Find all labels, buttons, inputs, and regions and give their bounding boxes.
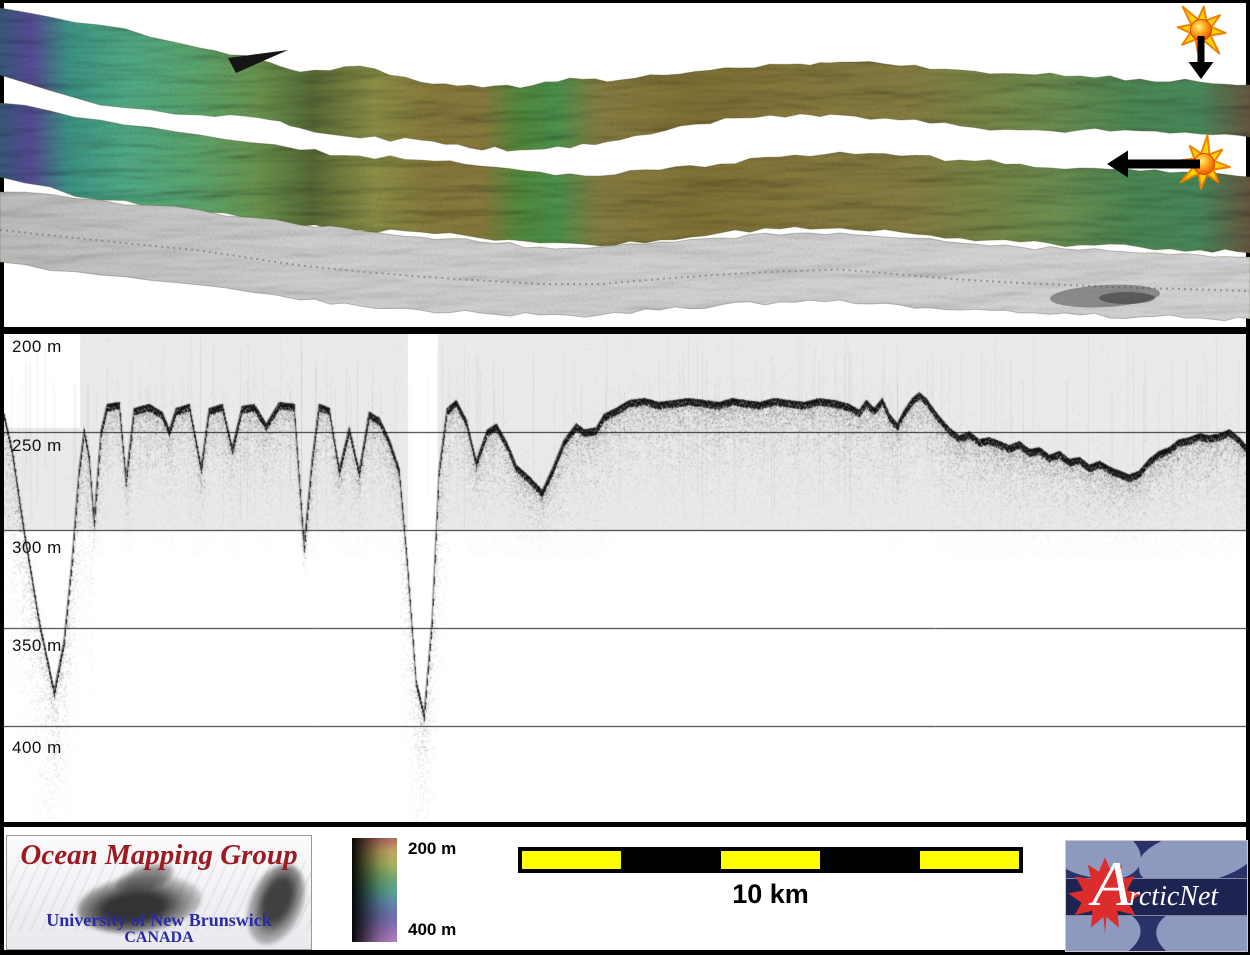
- omg-country: CANADA: [124, 929, 194, 946]
- backscatter-nadir-line: [0, 229, 1250, 292]
- arrow-left-icon: [1107, 150, 1200, 178]
- depth-colorbar: [352, 838, 397, 942]
- depth-label-300m: 300 m: [12, 538, 62, 557]
- sun-illumination-left-icon: [1107, 134, 1231, 190]
- swath-strips-panel: [0, 0, 1250, 330]
- colorbar-label-400m: 400 m: [408, 920, 457, 939]
- omg-title: Ocean Mapping Group: [20, 839, 298, 871]
- colorbar-label-200m: 200 m: [408, 839, 457, 858]
- subbottom-profile-panel: 200 m 250 m 300 m 350 m 400 m: [4, 334, 1246, 822]
- maple-leaf-icon: [1068, 857, 1142, 934]
- scalebar-segment-4: [820, 851, 920, 869]
- depth-label-400m: 400 m: [12, 738, 62, 757]
- swath-strips-graphic: [0, 3, 1250, 327]
- scalebar-segment-5: [919, 851, 1020, 869]
- maple-leaf-shape: [1068, 857, 1142, 934]
- sun-illumination-down-icon: [1176, 5, 1227, 79]
- ocean-mapping-group-logo: Ocean Mapping Group University of New Br…: [6, 835, 312, 950]
- depth-label-250m: 250 m: [12, 436, 62, 455]
- echogram-canvas: [4, 334, 1246, 822]
- arcticnet-logo: A rcticNet: [1065, 840, 1248, 952]
- arcticnet-initial: A: [1092, 848, 1132, 919]
- depth-label-200m: 200 m: [12, 337, 62, 356]
- scale-bar-label: 10 km: [732, 879, 809, 909]
- scalebar-segment-2: [621, 851, 721, 869]
- legend-panel: Ocean Mapping Group University of New Br…: [4, 827, 1248, 952]
- backscatter-dark-patch: [1050, 284, 1160, 308]
- scalebar-segment-1: [522, 851, 622, 869]
- arrow-down-icon: [1188, 36, 1214, 79]
- depth-label-350m: 350 m: [12, 636, 62, 655]
- scale-bar: [518, 847, 1023, 873]
- bathymetry-sliver: [228, 50, 288, 73]
- omg-subtitle: University of New Brunswick: [46, 910, 272, 930]
- scalebar-segment-3: [720, 851, 821, 869]
- arcticnet-rest: rcticNet: [1129, 881, 1219, 912]
- colorbar-shading-overlay: [352, 838, 397, 942]
